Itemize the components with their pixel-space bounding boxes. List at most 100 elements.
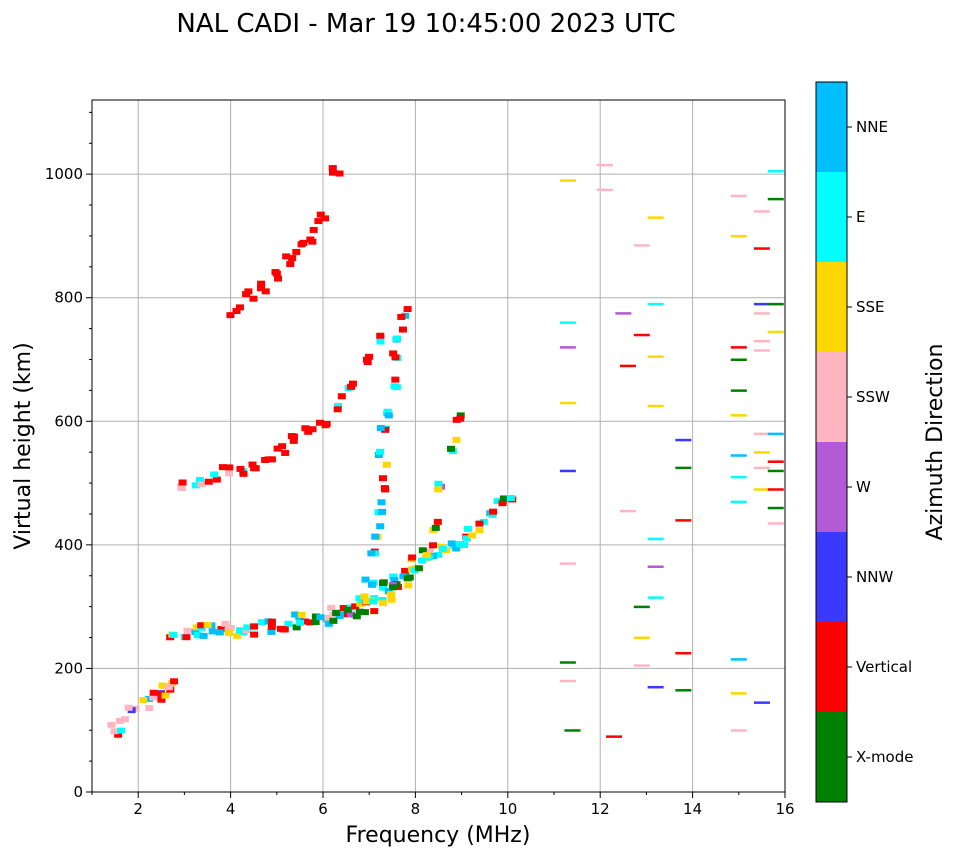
echo-mark	[315, 419, 324, 426]
echo-mark	[321, 215, 330, 222]
echo-mark	[323, 614, 332, 621]
echo-mark	[115, 717, 124, 724]
echo-mark	[753, 432, 770, 436]
echo-mark	[376, 424, 385, 431]
colorbar-swatch	[816, 172, 847, 262]
echo-mark	[327, 604, 336, 611]
echo-mark	[730, 500, 747, 504]
echo-mark	[452, 436, 461, 443]
echo-mark	[329, 617, 338, 624]
echo-mark	[767, 197, 784, 201]
echo-mark	[447, 540, 456, 547]
echo-mark	[308, 238, 317, 245]
echo-mark	[392, 335, 401, 342]
echo-mark	[267, 623, 276, 630]
echo-mark	[164, 684, 173, 691]
echo-mark	[479, 518, 488, 525]
echo-mark	[267, 628, 276, 635]
echo-mark	[367, 581, 376, 588]
echo-mark	[730, 729, 747, 732]
echo-mark	[459, 542, 468, 549]
plot-frame	[91, 99, 786, 793]
echo-mark	[309, 226, 318, 233]
echo-mark	[361, 576, 370, 583]
colorbar-frame	[815, 81, 848, 803]
echo-mark	[730, 358, 747, 361]
echo-mark	[647, 565, 664, 568]
echo-mark	[675, 438, 692, 442]
x-tick-label: 16	[775, 800, 794, 818]
echo-mark	[410, 567, 419, 574]
echo-mark	[633, 605, 650, 609]
echo-mark	[272, 270, 281, 277]
echo-mark	[204, 478, 213, 485]
echo-mark	[767, 330, 784, 334]
echo-mark	[647, 404, 664, 408]
echo-mark	[559, 679, 576, 683]
echo-mark	[355, 608, 364, 615]
x-tick-label: 6	[318, 800, 328, 818]
echo-mark	[149, 694, 158, 701]
echo-mark	[251, 465, 260, 472]
echo-mark	[273, 445, 282, 452]
echo-mark	[144, 695, 153, 702]
echo-mark	[397, 313, 406, 320]
echo-mark	[381, 426, 390, 433]
echo-mark	[221, 620, 230, 627]
echo-mark	[217, 626, 226, 633]
echo-mark	[767, 302, 784, 306]
y-tick-label: 200	[54, 659, 83, 677]
echo-mark	[215, 629, 224, 636]
echo-mark	[559, 179, 576, 182]
echo-mark	[389, 584, 398, 591]
echo-mark	[647, 355, 664, 358]
echo-mark	[383, 408, 392, 415]
echo-mark	[753, 488, 770, 491]
echo-mark	[297, 611, 306, 618]
echo-mark	[376, 523, 385, 530]
echo-mark	[225, 464, 234, 471]
echo-mark	[376, 332, 385, 339]
echo-mark	[730, 692, 747, 695]
echo-mark	[559, 661, 576, 664]
echo-mark	[405, 574, 414, 581]
echo-mark	[282, 253, 291, 260]
echo-mark	[434, 551, 443, 558]
echo-mark	[730, 475, 747, 479]
x-tick-label: 12	[591, 800, 610, 818]
echo-mark	[158, 682, 167, 689]
echo-mark	[439, 545, 448, 552]
echo-mark	[257, 285, 266, 292]
echo-mark	[288, 255, 297, 262]
echo-mark	[398, 326, 407, 333]
colorbar-label: Azimuth Direction	[923, 343, 948, 540]
echo-mark	[767, 522, 784, 525]
echo-mark	[429, 542, 438, 549]
echo-mark	[767, 506, 784, 510]
echo-mark	[767, 469, 784, 473]
echo-mark	[730, 414, 747, 417]
echo-mark	[196, 476, 205, 483]
echo-mark	[311, 613, 320, 620]
echo-mark	[284, 620, 293, 627]
echo-mark	[647, 537, 664, 541]
echo-mark	[619, 509, 636, 513]
echo-mark	[311, 619, 320, 626]
echo-mark	[596, 163, 613, 167]
colorbar-tick-label: Vertical	[856, 658, 912, 676]
y-axis-label: Virtual height (km)	[11, 342, 36, 549]
echo-mark	[292, 248, 301, 255]
echo-mark	[304, 428, 313, 435]
x-tick-label: 4	[226, 800, 236, 818]
echo-mark	[316, 211, 325, 218]
echo-mark	[362, 356, 371, 363]
echo-mark	[308, 426, 317, 433]
echo-mark	[233, 632, 242, 639]
echo-mark	[379, 579, 388, 586]
echo-mark	[390, 383, 399, 390]
echo-mark	[343, 606, 352, 613]
echo-mark	[124, 704, 133, 711]
echo-mark	[301, 618, 310, 625]
echo-mark	[232, 308, 241, 315]
